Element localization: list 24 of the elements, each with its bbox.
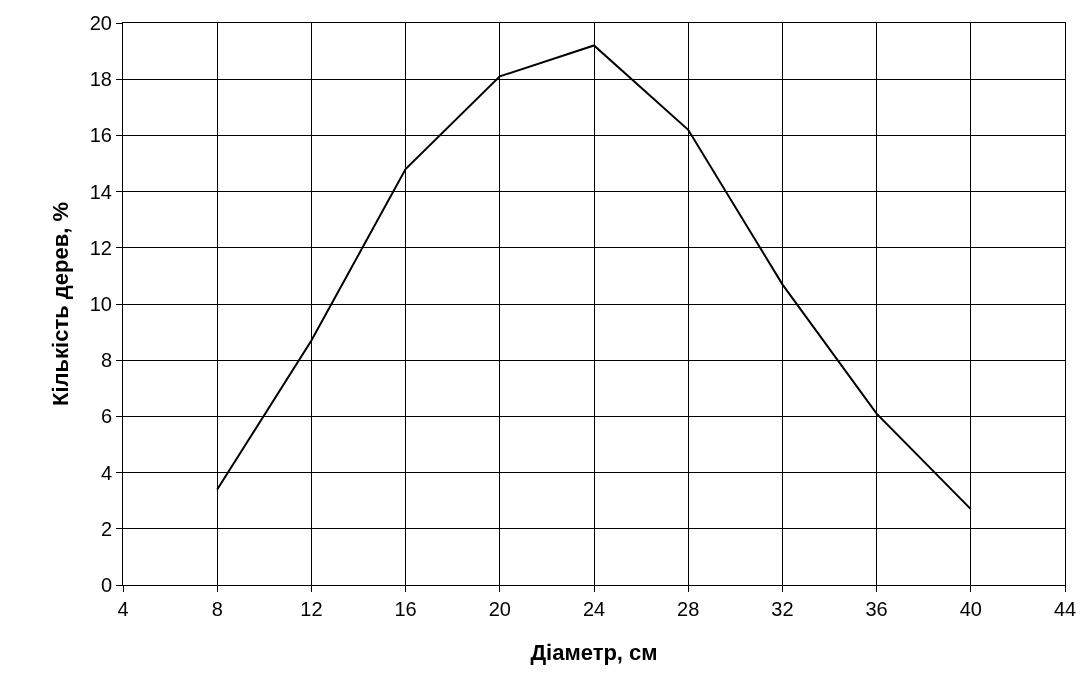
x-tick-label: 8 [211, 598, 223, 620]
x-tick-label: 28 [677, 598, 700, 620]
x-tick-label: 16 [394, 598, 417, 620]
y-tick-label: 0 [100, 574, 112, 596]
y-tick-label: 2 [100, 517, 112, 540]
y-tick-label: 10 [89, 293, 112, 315]
x-tick-label: 20 [488, 598, 511, 620]
y-axis-title: Кількість дерев, % [47, 202, 73, 406]
x-tick-label: 4 [117, 598, 129, 620]
y-tick-label: 14 [89, 180, 112, 203]
y-tick-label: 12 [89, 236, 112, 259]
x-tick-label: 24 [582, 598, 606, 620]
x-tick-label: 36 [865, 598, 888, 620]
y-tick-label: 6 [100, 405, 112, 428]
y-tick-label: 18 [89, 68, 112, 91]
x-tick-label: 40 [959, 598, 982, 620]
x-tick-label: 12 [300, 598, 323, 620]
y-tick-label: 4 [100, 461, 112, 484]
y-tick-label: 20 [89, 12, 112, 34]
x-axis-title: Діаметр, см [530, 639, 658, 665]
y-tick-label: 8 [100, 349, 112, 372]
x-tick-label: 44 [1053, 598, 1077, 620]
y-tick-label: 16 [89, 124, 112, 147]
x-tick-label: 32 [771, 598, 794, 620]
